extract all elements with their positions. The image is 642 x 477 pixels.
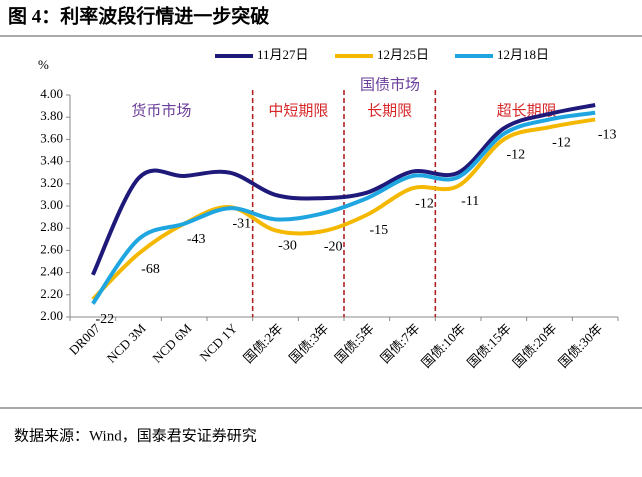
- y-tick-label: 2.20: [40, 286, 63, 301]
- x-tick-label: 国债:20年: [510, 321, 560, 371]
- region-label: 长期限: [367, 102, 412, 119]
- spread-label: -22: [95, 312, 114, 327]
- x-tick-label: 国债:10年: [418, 321, 468, 371]
- legend-label: 12月25日: [377, 47, 429, 62]
- x-tick-label: 国债:5年: [332, 321, 377, 366]
- source: 数据来源：Wind，国泰君安证券研究: [14, 427, 257, 444]
- spread-label: -15: [369, 223, 388, 238]
- x-tick-label: 国债:2年: [240, 321, 285, 366]
- region-group: 国债市场: [360, 76, 420, 93]
- region-label: 货币市场: [131, 102, 191, 119]
- y-tick-label: 3.60: [40, 130, 63, 145]
- spread-label: -31: [232, 216, 251, 231]
- y-tick-label: 3.00: [40, 197, 63, 212]
- x-tick-label: NCD 6M: [149, 320, 194, 365]
- spread-label: -12: [552, 135, 571, 150]
- x-tick-label: NCD 1Y: [197, 320, 241, 364]
- y-tick-label: 3.40: [40, 153, 63, 168]
- y-tick-label: 2.00: [40, 308, 63, 323]
- y-unit: %: [38, 57, 49, 72]
- x-tick-label: 国债:15年: [464, 321, 514, 371]
- legend-label: 12月18日: [497, 47, 549, 62]
- x-tick-label: 国债:3年: [286, 321, 331, 366]
- region-label: 中短期限: [268, 102, 328, 119]
- spread-label: -43: [187, 232, 206, 247]
- y-tick-label: 3.20: [40, 175, 63, 190]
- x-tick-label: NCD 3M: [104, 320, 149, 365]
- spread-label: -20: [324, 240, 343, 255]
- x-tick-label: 国债:30年: [555, 321, 605, 371]
- spread-label: -12: [415, 196, 434, 211]
- series-line: [91, 103, 596, 276]
- spread-label: -12: [506, 148, 525, 163]
- spread-label: -68: [141, 262, 160, 277]
- y-tick-label: 2.80: [40, 219, 63, 234]
- y-tick-label: 4.00: [40, 86, 63, 101]
- chart-title: 图 4：利率波段行情进一步突破: [8, 4, 269, 27]
- series-line: [91, 117, 596, 301]
- y-tick-label: 3.80: [40, 108, 63, 123]
- spread-label: -13: [598, 128, 617, 143]
- y-tick-label: 2.40: [40, 264, 63, 279]
- series-line: [91, 110, 596, 305]
- y-tick-label: 2.60: [40, 241, 63, 256]
- legend-label: 11月27日: [257, 47, 309, 62]
- x-tick-label: 国债:7年: [377, 321, 422, 366]
- spread-label: -30: [278, 239, 297, 254]
- spread-label: -11: [461, 194, 479, 209]
